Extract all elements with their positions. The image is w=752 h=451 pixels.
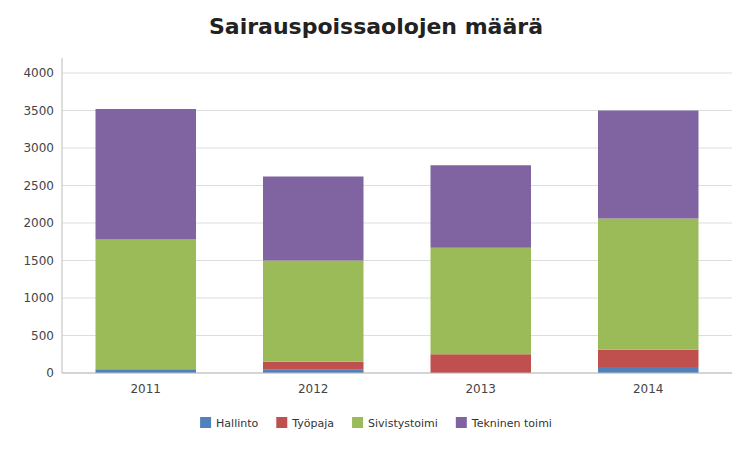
x-tick-label: 2011 xyxy=(130,382,161,396)
bar-segment xyxy=(598,111,699,219)
bar-segment xyxy=(431,248,532,355)
bar-segment xyxy=(263,261,364,362)
y-tick-label: 3500 xyxy=(23,104,54,118)
legend-swatch xyxy=(456,417,467,428)
y-tick-label: 4000 xyxy=(23,66,54,80)
legend: Hallinto Työpaja Sivistystoimi Tekninen toi… xyxy=(200,417,552,430)
legend-item: Tekninen toimi xyxy=(456,417,552,430)
bar-segment xyxy=(263,177,364,261)
bar-segment xyxy=(598,219,699,350)
legend-label: Sivistystoimi xyxy=(368,417,438,430)
bar-segment xyxy=(598,367,699,373)
legend-label: Tekninen toimi xyxy=(471,417,552,430)
legend-label: Työpaja xyxy=(291,417,334,430)
legend-swatch xyxy=(200,417,211,428)
title: Sairauspoissaolojen määrä xyxy=(209,14,543,39)
y-tick-label: 1000 xyxy=(23,291,54,305)
x-tick-label: 2012 xyxy=(298,382,329,396)
y-tick-label: 2500 xyxy=(23,179,54,193)
y-tick-label: 1500 xyxy=(23,254,54,268)
bar-segment xyxy=(96,240,197,370)
bar-segment xyxy=(431,354,532,373)
bar-segment xyxy=(431,165,532,248)
y-axis-line xyxy=(62,58,63,373)
grid xyxy=(62,73,732,373)
bar-segment xyxy=(263,369,364,373)
x-axis-line xyxy=(62,373,732,374)
legend-swatch xyxy=(352,417,363,428)
bar-segment xyxy=(96,369,197,373)
legend-item: Työpaja xyxy=(276,417,334,430)
chart-container: Sairauspoissaolojen määrä 0 500 1000 1500 200… xyxy=(0,0,752,451)
legend-item: Hallinto xyxy=(200,417,258,430)
bar-segment xyxy=(263,362,364,370)
grid-line xyxy=(62,73,732,74)
bar-segment xyxy=(96,109,197,240)
y-tick-label: 0 xyxy=(46,366,54,380)
background xyxy=(0,0,752,451)
bars xyxy=(96,109,699,373)
legend-label: Hallinto xyxy=(216,417,258,430)
y-tick-label: 2000 xyxy=(23,216,54,230)
bar-segment xyxy=(598,350,699,367)
legend-item: Sivistystoimi xyxy=(352,417,438,430)
chart: Sairauspoissaolojen määrä 0 500 1000 1500 200… xyxy=(0,0,752,451)
y-tick-label: 3000 xyxy=(23,141,54,155)
x-tick-label: 2013 xyxy=(465,382,496,396)
y-tick-label: 500 xyxy=(31,329,54,343)
grid-line xyxy=(62,373,732,374)
legend-swatch xyxy=(276,417,287,428)
x-tick-label: 2014 xyxy=(633,382,664,396)
